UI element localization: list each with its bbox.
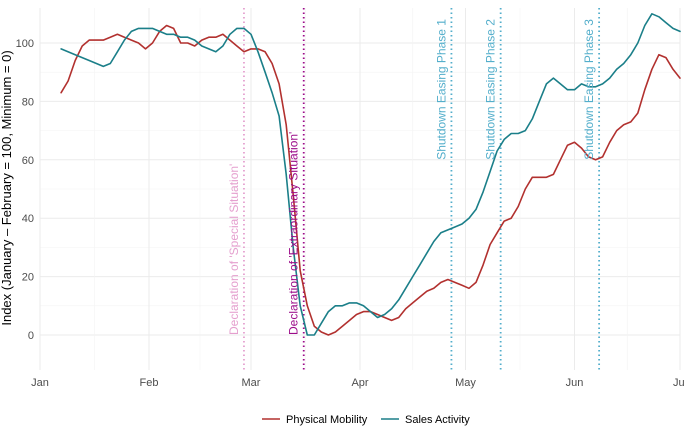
y-tick-label: 100 xyxy=(16,38,34,50)
event-lines xyxy=(243,8,601,370)
x-tick-label: Feb xyxy=(140,377,159,389)
event-labels: Declaration of 'Special Situation' Declar… xyxy=(227,19,596,335)
grid-lines xyxy=(39,8,681,370)
event-label-1: Declaration of 'Extraordinary Situation' xyxy=(287,132,301,335)
y-axis-title: Index (January – February = 100, Minimum… xyxy=(0,50,14,325)
event-label-4: Shutdown Easing Phase 3 xyxy=(582,19,596,160)
event-label-2: Shutdown Easing Phase 1 xyxy=(434,19,448,160)
legend: Physical Mobility Sales Activity xyxy=(262,414,470,426)
x-tick-label: Jul xyxy=(673,377,685,389)
event-label-0: Declaration of 'Special Situation' xyxy=(227,164,241,335)
x-tick-label: May xyxy=(455,377,476,389)
series-line-sales-activity xyxy=(60,13,681,336)
series-lines xyxy=(60,13,681,336)
y-tick-label: 20 xyxy=(22,272,34,284)
x-tick-label: Jun xyxy=(566,377,584,389)
y-tick-label: 60 xyxy=(22,155,34,167)
x-axis-tick-labels: Jan Feb Mar Apr May Jun Jul xyxy=(31,377,685,389)
event-label-3: Shutdown Easing Phase 2 xyxy=(484,19,498,160)
legend-label-sales-activity: Sales Activity xyxy=(405,414,470,426)
x-tick-label: Mar xyxy=(242,377,261,389)
x-tick-label: Jan xyxy=(31,377,49,389)
y-tick-label: 80 xyxy=(22,96,34,108)
x-tick-label: Apr xyxy=(351,377,368,389)
y-axis-tick-labels: 0 20 40 60 80 100 xyxy=(16,38,34,342)
legend-label-physical-mobility: Physical Mobility xyxy=(286,414,368,426)
y-tick-label: 40 xyxy=(22,213,34,225)
y-tick-label: 0 xyxy=(28,330,34,342)
